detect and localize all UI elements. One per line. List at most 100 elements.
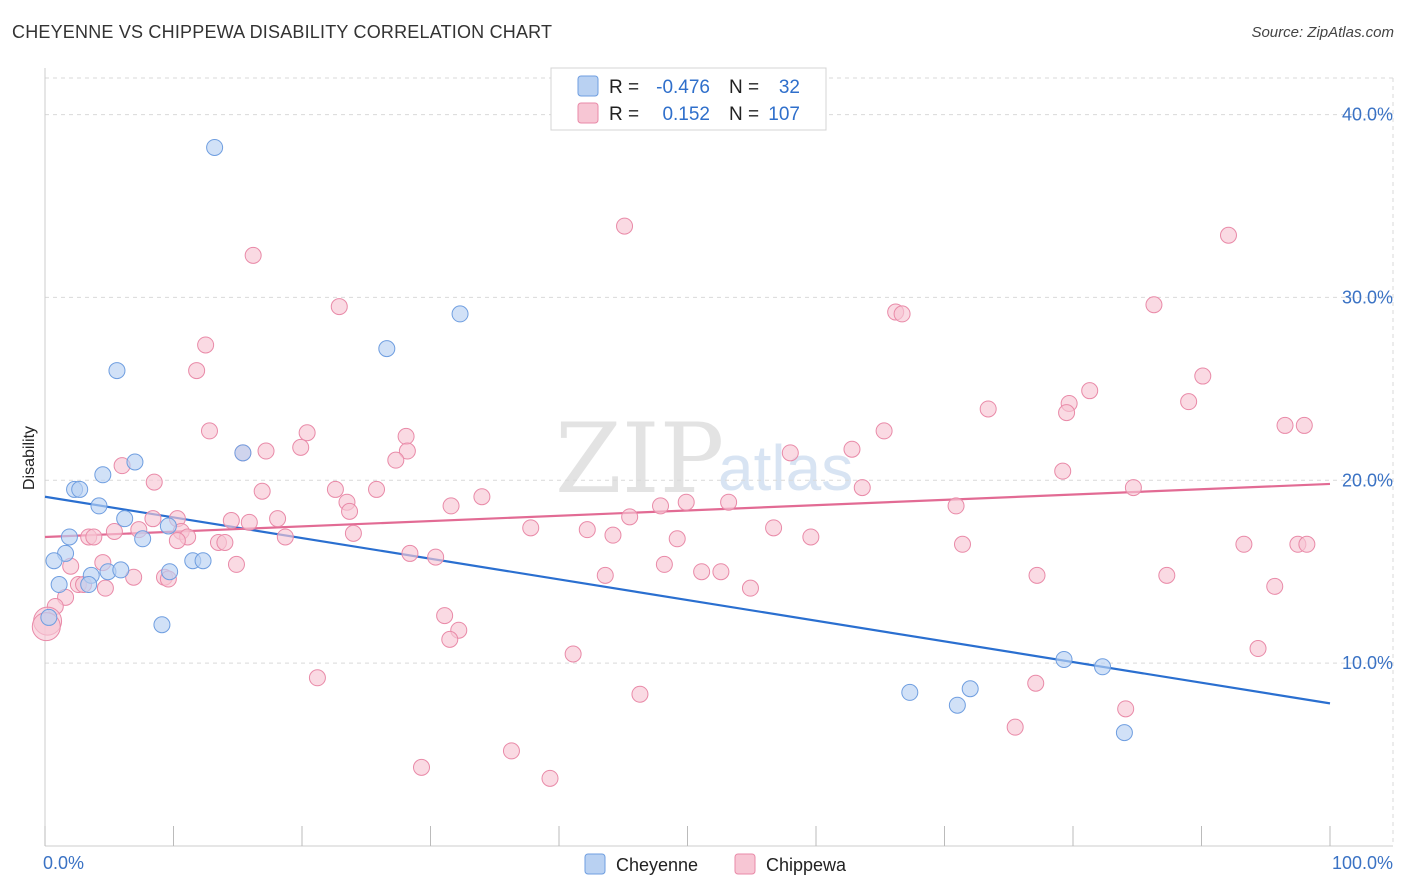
point-chippewa bbox=[413, 758, 431, 776]
point-chippewa bbox=[677, 493, 695, 511]
point-chippewa bbox=[292, 438, 310, 456]
point-cheyenne bbox=[234, 444, 252, 462]
point-chippewa bbox=[398, 442, 416, 460]
point-cheyenne bbox=[71, 480, 89, 498]
point-chippewa bbox=[1145, 296, 1163, 314]
point-cheyenne bbox=[40, 608, 58, 626]
point-chippewa bbox=[765, 519, 783, 537]
point-cheyenne bbox=[50, 576, 68, 594]
point-cheyenne bbox=[108, 362, 126, 380]
point-chippewa bbox=[1276, 416, 1294, 434]
point-chippewa bbox=[693, 563, 711, 581]
point-chippewa bbox=[1219, 226, 1237, 244]
point-chippewa bbox=[125, 568, 143, 586]
point-cheyenne bbox=[206, 138, 224, 156]
point-chippewa bbox=[216, 533, 234, 551]
point-chippewa bbox=[604, 526, 622, 544]
point-chippewa bbox=[257, 442, 275, 460]
legend-r-value-cheyenne: -0.476 bbox=[656, 77, 710, 98]
point-chippewa bbox=[781, 444, 799, 462]
trend-line-cheyenne bbox=[44, 495, 1331, 705]
point-chippewa bbox=[269, 510, 287, 528]
watermark-atlas: atlas bbox=[718, 432, 853, 504]
point-chippewa bbox=[344, 524, 362, 542]
legend-r-label-cheyenne: R = bbox=[609, 77, 639, 98]
source-label: Source: ZipAtlas.com bbox=[1251, 24, 1394, 41]
point-chippewa bbox=[502, 742, 520, 760]
point-chippewa bbox=[442, 497, 460, 515]
point-chippewa bbox=[85, 528, 103, 546]
point-chippewa bbox=[1249, 640, 1267, 658]
point-chippewa bbox=[387, 451, 405, 469]
y-axis-title: Disability bbox=[21, 426, 38, 490]
point-chippewa bbox=[1235, 535, 1253, 553]
point-chippewa bbox=[308, 669, 326, 687]
point-chippewa bbox=[240, 513, 258, 531]
point-chippewa bbox=[596, 566, 614, 584]
legend-r-value-chippewa: 0.152 bbox=[662, 104, 710, 125]
point-chippewa bbox=[741, 579, 759, 597]
point-cheyenne bbox=[194, 552, 212, 570]
point-chippewa bbox=[652, 497, 670, 515]
point-chippewa bbox=[1180, 393, 1198, 411]
point-chippewa bbox=[875, 422, 893, 440]
point-chippewa bbox=[1295, 416, 1313, 434]
point-cheyenne bbox=[126, 453, 144, 471]
tick-labels: 10.0% 20.0% 30.0% 40.0% 0.0% 100.0% bbox=[43, 105, 1393, 873]
point-cheyenne bbox=[90, 497, 108, 515]
point-cheyenne bbox=[378, 340, 396, 358]
y-tick-label: 20.0% bbox=[1342, 470, 1393, 490]
point-cheyenne bbox=[1115, 724, 1133, 742]
point-cheyenne bbox=[112, 561, 130, 579]
point-chippewa bbox=[144, 510, 162, 528]
point-chippewa bbox=[1298, 535, 1316, 553]
point-chippewa bbox=[522, 519, 540, 537]
point-chippewa bbox=[145, 473, 163, 491]
point-chippewa bbox=[947, 497, 965, 515]
point-chippewa bbox=[564, 645, 582, 663]
point-cheyenne bbox=[94, 466, 112, 484]
point-chippewa bbox=[227, 555, 245, 573]
bottom-legend-swatch-chippewa bbox=[734, 853, 756, 875]
x-tick-label-min: 0.0% bbox=[43, 853, 84, 873]
legend-swatch-chippewa bbox=[577, 102, 599, 124]
point-chippewa bbox=[1028, 566, 1046, 584]
chart-title: CHEYENNE VS CHIPPEWA DISABILITY CORRELAT… bbox=[12, 22, 553, 42]
point-chippewa bbox=[397, 427, 415, 445]
point-chippewa bbox=[1081, 382, 1099, 400]
point-chippewa bbox=[1006, 718, 1024, 736]
point-cheyenne bbox=[161, 563, 179, 581]
series-legend: Cheyenne Chippewa bbox=[584, 853, 847, 875]
point-chippewa bbox=[200, 422, 218, 440]
point-chippewa bbox=[621, 508, 639, 526]
x-tick-label-max: 100.0% bbox=[1332, 853, 1393, 873]
point-cheyenne bbox=[80, 576, 98, 594]
point-cheyenne bbox=[961, 680, 979, 698]
point-cheyenne bbox=[60, 528, 78, 546]
point-chippewa bbox=[253, 482, 271, 500]
point-cheyenne bbox=[153, 616, 171, 634]
y-tick-label: 10.0% bbox=[1342, 653, 1393, 673]
point-chippewa bbox=[436, 607, 454, 625]
point-chippewa bbox=[298, 424, 316, 442]
point-chippewa bbox=[720, 493, 738, 511]
bottom-legend-swatch-cheyenne bbox=[584, 853, 606, 875]
point-cheyenne bbox=[901, 683, 919, 701]
point-chippewa bbox=[368, 480, 386, 498]
point-chippewa bbox=[578, 521, 596, 539]
legend-r-label-chippewa: R = bbox=[609, 104, 639, 125]
point-cheyenne bbox=[451, 305, 469, 323]
point-cheyenne bbox=[948, 696, 966, 714]
point-chippewa bbox=[330, 298, 348, 316]
point-chippewa bbox=[244, 246, 262, 264]
point-cheyenne bbox=[159, 517, 177, 535]
point-cheyenne bbox=[134, 530, 152, 548]
legend-swatch-cheyenne bbox=[577, 75, 599, 97]
bottom-legend-label-chippewa: Chippewa bbox=[766, 855, 847, 875]
point-chippewa bbox=[953, 535, 971, 553]
point-chippewa bbox=[843, 440, 861, 458]
point-chippewa bbox=[96, 579, 114, 597]
point-chippewa bbox=[1266, 577, 1284, 595]
grid-lines bbox=[45, 77, 1394, 846]
legend-n-label-cheyenne: N = bbox=[729, 77, 759, 98]
